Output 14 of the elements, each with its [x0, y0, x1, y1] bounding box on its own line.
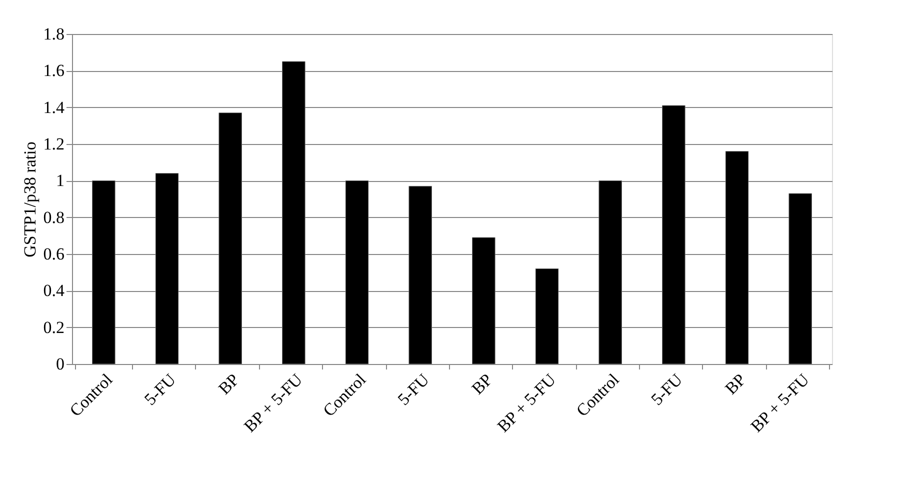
y-tick-label: 0.8: [43, 208, 64, 227]
x-tick-label: BP: [214, 370, 243, 398]
y-tick-label: 0.2: [43, 318, 64, 337]
y-tick-label: 1.4: [43, 98, 65, 117]
x-tick-label: BP: [721, 370, 750, 398]
y-tick-label: 0.6: [43, 244, 64, 264]
y-tick-label: 1.6: [43, 61, 64, 80]
y-tick-label: 0: [56, 354, 64, 374]
y-tick-label: 1.2: [43, 134, 64, 154]
x-tick-label: BP: [468, 370, 496, 398]
y-tick-label: 0.4: [43, 281, 65, 300]
y-tick-label: 1.8: [43, 24, 64, 44]
y-axis-title: GSTP1/p38 ratio: [20, 142, 40, 258]
y-tick-label: 1: [56, 171, 64, 190]
